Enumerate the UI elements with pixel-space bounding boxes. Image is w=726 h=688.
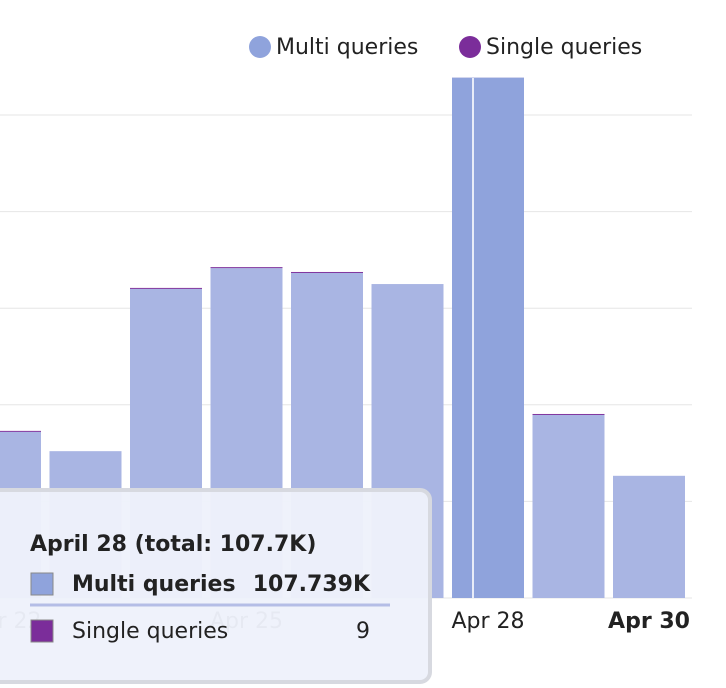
tooltip-series: Single queries [72,619,228,644]
bar-segment [210,267,283,269]
bar-segment [291,271,363,273]
tooltip-value: 9 [356,619,370,644]
x-tick-label: Apr 28 [451,609,524,634]
bar-segment [613,475,685,598]
tooltip-series: Multi queries [72,572,236,597]
legend-swatch [459,36,481,58]
x-tick-label: Apr 30 [608,609,690,634]
tooltip: April 28 (total: 107.7K) Multi queries 1… [0,488,432,684]
bar-segment [532,413,605,415]
legend-label[interactable]: Multi queries [276,35,418,60]
tooltip-title: April 28 (total: 107.7K) [30,532,316,557]
bar-segment [130,287,202,289]
bar-segment [0,430,41,432]
legend-swatch [249,36,271,58]
tooltip-swatch [30,572,54,596]
bar-segment [532,414,605,598]
bar-segment [452,77,524,599]
tooltip-swatch [30,619,54,643]
tooltip-value: 107.739K [253,572,371,597]
legend: Multi queries Single queries [249,35,642,60]
tooltip-box [0,488,432,684]
legend-label[interactable]: Single queries [486,35,642,60]
